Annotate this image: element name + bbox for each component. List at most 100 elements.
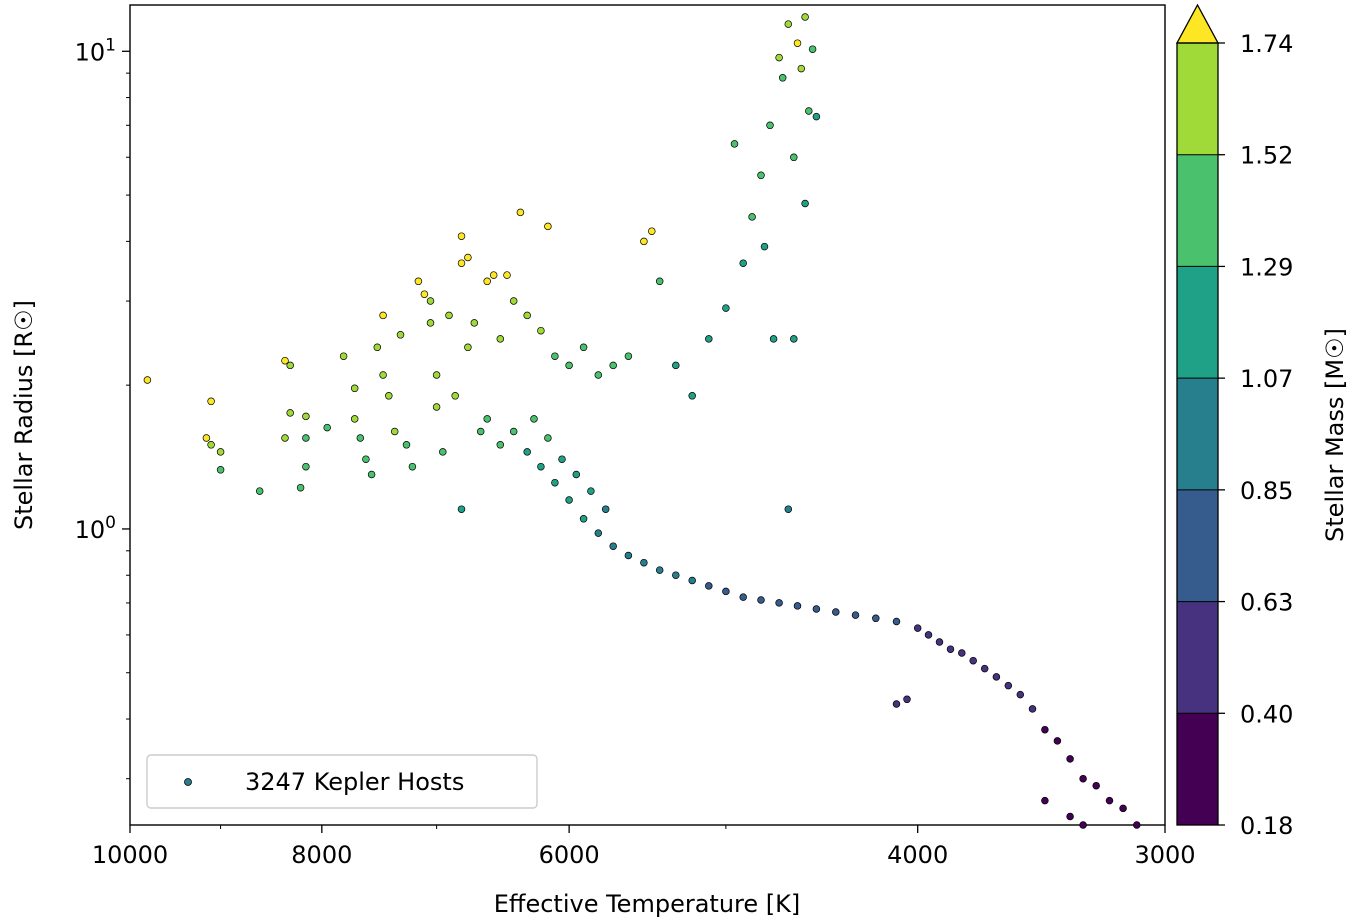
colorbar-tick-label: 1.74	[1240, 30, 1293, 58]
data-point	[509, 427, 518, 436]
data-point	[408, 462, 417, 471]
data-point	[350, 415, 359, 423]
colorbar-tick-label: 0.85	[1240, 477, 1293, 505]
data-point	[1066, 755, 1074, 763]
data-point	[851, 611, 860, 619]
data-point	[655, 277, 664, 286]
data-point	[544, 434, 552, 442]
colorbar-label: Stellar Mass [M☉]	[1321, 328, 1349, 542]
data-point	[609, 361, 617, 370]
y-axis: 100 101	[75, 35, 130, 780]
data-point	[892, 700, 901, 708]
data-point	[790, 153, 798, 162]
data-point	[323, 423, 331, 432]
x-tick-label: 6000	[539, 841, 600, 869]
colorbar-extend-max	[1175, 3, 1220, 44]
data-point	[216, 448, 225, 456]
data-point	[544, 222, 552, 231]
data-point	[432, 371, 441, 379]
data-point	[302, 462, 310, 471]
data-point	[483, 277, 491, 286]
data-point	[402, 441, 411, 449]
colorbar-tick-label: 1.52	[1240, 142, 1293, 170]
data-point	[913, 624, 922, 632]
data-point	[812, 112, 821, 121]
data-point	[286, 409, 294, 417]
colorbar-tick-label: 0.63	[1240, 589, 1293, 617]
x-tick-label: 10000	[92, 841, 168, 869]
data-point	[640, 237, 648, 246]
data-point	[286, 361, 294, 370]
colorbar-band	[1177, 601, 1218, 714]
plot-area	[129, 4, 1166, 826]
data-point	[640, 558, 648, 567]
data-point	[1016, 690, 1025, 699]
data-point	[769, 335, 778, 343]
data-point	[1053, 737, 1062, 745]
legend-box	[146, 754, 538, 809]
data-point	[509, 297, 518, 305]
data-point	[808, 45, 817, 53]
legend-marker	[184, 778, 192, 786]
data-point	[445, 311, 453, 320]
x-axis-label: Effective Temperature [K]	[494, 890, 800, 918]
data-point	[281, 434, 289, 442]
colorbar-band	[1177, 713, 1218, 825]
data-point	[892, 617, 901, 626]
data-point	[496, 441, 505, 449]
data-point	[414, 277, 423, 286]
data-point	[775, 53, 783, 62]
data-point	[143, 376, 152, 384]
colorbar-band	[1177, 43, 1218, 155]
colorbar-tick-label: 1.07	[1240, 365, 1293, 393]
scatter-points	[143, 13, 1141, 829]
data-point	[426, 319, 435, 327]
data-point	[579, 343, 588, 352]
data-point	[793, 39, 802, 47]
data-point	[439, 448, 447, 456]
data-point	[516, 208, 525, 217]
data-point	[980, 664, 989, 673]
data-point	[565, 361, 573, 370]
data-point	[530, 415, 538, 423]
data-point	[1119, 804, 1127, 813]
colorbar-band	[1177, 489, 1218, 602]
data-point	[302, 434, 310, 442]
data-point	[579, 515, 588, 523]
data-point	[992, 673, 1001, 681]
data-point	[537, 326, 545, 335]
colorbar: 0.18 0.40 0.63 0.85 1.07 1.29 1.52 1.74	[1175, 3, 1293, 840]
data-point	[739, 593, 747, 601]
colorbar-band	[1177, 266, 1218, 379]
data-point	[572, 470, 581, 479]
data-point	[872, 614, 880, 623]
data-point	[367, 470, 376, 479]
data-point	[451, 392, 459, 400]
data-point	[379, 311, 387, 320]
data-point	[457, 505, 466, 513]
data-point	[609, 542, 617, 550]
data-point	[1133, 821, 1141, 829]
data-point	[766, 121, 774, 130]
data-point	[1079, 774, 1087, 783]
data-point	[705, 335, 713, 343]
data-point	[565, 496, 573, 504]
data-point	[432, 403, 441, 411]
data-point	[587, 487, 595, 495]
data-point	[688, 576, 696, 585]
y-tick-label: 100	[75, 513, 116, 544]
data-point	[812, 605, 821, 613]
data-point	[601, 505, 610, 513]
data-point	[784, 505, 793, 513]
data-point	[730, 140, 739, 148]
data-point	[1105, 796, 1114, 805]
data-point	[551, 352, 559, 360]
data-point	[551, 478, 559, 487]
data-point	[705, 582, 713, 590]
data-point	[672, 361, 680, 370]
data-point	[202, 434, 211, 442]
data-point	[757, 596, 765, 604]
data-point	[426, 297, 435, 305]
data-point	[523, 448, 531, 456]
